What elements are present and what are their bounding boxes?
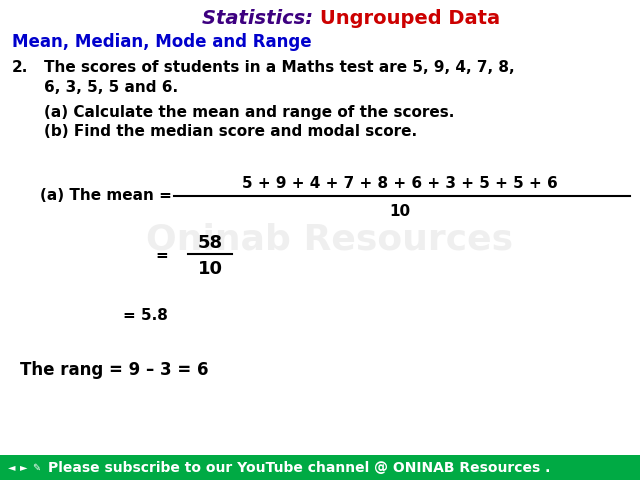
Text: 2.: 2.	[12, 60, 28, 75]
Text: The scores of students in a Maths test are 5, 9, 4, 7, 8,: The scores of students in a Maths test a…	[44, 60, 515, 75]
Text: =: =	[156, 248, 168, 263]
Text: 10: 10	[198, 260, 223, 278]
Text: (a) The mean =: (a) The mean =	[40, 188, 172, 203]
Text: (b) Find the median score and modal score.: (b) Find the median score and modal scor…	[44, 124, 417, 140]
Text: ✎: ✎	[32, 463, 40, 472]
Text: ◄: ◄	[8, 463, 15, 472]
Text: Oninab Resources: Oninab Resources	[147, 223, 513, 257]
Text: 5 + 9 + 4 + 7 + 8 + 6 + 3 + 5 + 5 + 6: 5 + 9 + 4 + 7 + 8 + 6 + 3 + 5 + 5 + 6	[242, 176, 558, 191]
Text: (a) Calculate the mean and range of the scores.: (a) Calculate the mean and range of the …	[44, 105, 454, 120]
Text: Mean, Median, Mode and Range: Mean, Median, Mode and Range	[12, 33, 312, 51]
Text: = 5.8: = 5.8	[123, 308, 168, 323]
Text: 10: 10	[389, 204, 411, 218]
Text: 6, 3, 5, 5 and 6.: 6, 3, 5, 5 and 6.	[44, 81, 178, 96]
Text: ►: ►	[20, 463, 28, 472]
Text: Please subscribe to our YouTube channel @ ONINAB Resources .: Please subscribe to our YouTube channel …	[48, 460, 550, 475]
Text: Statistics:: Statistics:	[202, 9, 320, 27]
Text: The rang = 9 – 3 = 6: The rang = 9 – 3 = 6	[20, 361, 209, 379]
FancyBboxPatch shape	[0, 455, 640, 480]
Text: 58: 58	[197, 234, 223, 252]
Text: Ungrouped Data: Ungrouped Data	[320, 9, 500, 27]
